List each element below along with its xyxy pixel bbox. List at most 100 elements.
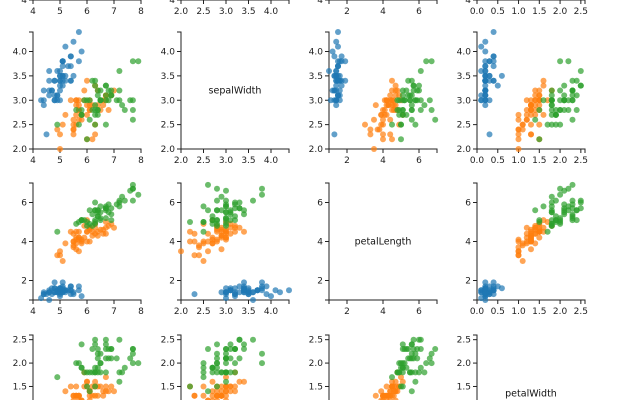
data-point-setosa: [342, 77, 349, 84]
data-point-versicolor: [218, 388, 225, 395]
data-point-versicolor: [383, 97, 390, 104]
x-tick: 2: [344, 0, 350, 17]
data-point-virginica: [399, 107, 406, 113]
data-point-virginica: [92, 107, 99, 113]
y-tick-label: 2.0: [309, 359, 324, 369]
data-point-versicolor: [532, 92, 539, 99]
data-point-versicolor: [75, 248, 82, 255]
x-tick: 0.0: [470, 0, 484, 17]
data-point-versicolor: [523, 224, 530, 231]
data-point-virginica: [536, 136, 543, 143]
data-point-virginica: [223, 360, 229, 367]
points: [372, 336, 439, 400]
data-point-versicolor: [196, 252, 202, 259]
x-tick: 1.5: [532, 0, 546, 17]
data-point-versicolor: [372, 392, 379, 399]
data-point-virginica: [227, 341, 234, 348]
data-point-virginica: [92, 82, 99, 89]
x-tick: 2.0: [174, 300, 188, 317]
data-point-versicolor: [84, 378, 90, 385]
data-point-virginica: [399, 97, 406, 104]
data-point-virginica: [129, 197, 136, 204]
x-tick: 5: [57, 0, 63, 17]
x-tick: 6: [84, 300, 90, 317]
x-axis: 2 4 6: [328, 148, 438, 166]
y-axis: 2 4 6: [317, 182, 330, 301]
data-point-virginica: [548, 209, 555, 216]
data-point-virginica: [81, 97, 88, 104]
data-point-versicolor: [200, 238, 207, 245]
data-point-virginica: [218, 369, 225, 376]
data-point-virginica: [116, 97, 123, 104]
x-tick: 2.0: [553, 149, 567, 166]
y-tick: 1.5: [161, 382, 181, 392]
data-point-setosa: [333, 68, 340, 74]
data-point-setosa: [482, 102, 489, 109]
data-point-virginica: [408, 102, 415, 109]
data-point-versicolor: [362, 121, 368, 128]
data-point-setosa: [333, 102, 340, 109]
data-point-virginica: [426, 355, 433, 362]
data-point-versicolor: [528, 107, 534, 113]
y-tick: 3.5: [309, 72, 329, 82]
data-point-setosa: [326, 68, 332, 74]
x-axis-line: [180, 148, 290, 153]
y-tick: 2: [21, 277, 33, 287]
data-point-setosa: [272, 287, 279, 294]
data-point-virginica: [569, 211, 576, 218]
y-axis: 0.51.01.52.02.5: [309, 334, 330, 400]
data-point-versicolor: [57, 252, 63, 259]
data-point-setosa: [57, 82, 63, 89]
x-axis: 4 5 6 7 8: [30, 0, 144, 17]
y-tick: 1.5: [457, 382, 477, 392]
data-point-versicolor: [515, 244, 522, 251]
data-point-virginica: [129, 116, 136, 123]
data-point-versicolor: [102, 374, 109, 381]
data-point-setosa: [478, 43, 485, 50]
data-point-versicolor: [97, 383, 104, 390]
data-point-setosa: [338, 53, 345, 60]
data-point-virginica: [557, 215, 564, 222]
y-tick-label: 4: [21, 0, 27, 6]
y-tick: 2.5: [13, 336, 33, 346]
data-point-virginica: [428, 350, 435, 357]
data-point-virginica: [408, 388, 415, 395]
data-point-setosa: [40, 97, 47, 104]
data-point-setosa: [482, 289, 489, 296]
data-point-versicolor: [102, 383, 109, 390]
cell-sepalLength-vs-sepalLength: 4567845678sepalLength: [21, 0, 144, 17]
y-tick-label: 6: [21, 199, 27, 209]
y-tick: 4: [169, 0, 181, 6]
data-point-virginica: [569, 77, 576, 84]
data-point-versicolor: [205, 397, 211, 400]
data-point-virginica: [86, 388, 93, 395]
data-point-versicolor: [209, 378, 216, 385]
data-point-setosa: [482, 68, 489, 74]
data-point-virginica: [200, 369, 207, 376]
data-point-versicolor: [62, 240, 69, 247]
data-point-virginica: [569, 92, 576, 99]
data-point-versicolor: [536, 121, 543, 128]
y-tick-label: 1.5: [457, 382, 471, 392]
x-axis: 2.0 2.5 3.0 3.5 4.0: [174, 0, 290, 17]
y-axis: 2.0 2.5 3.0 3.5 4.0: [457, 31, 478, 155]
x-tick-label: 5: [57, 7, 63, 17]
data-point-virginica: [73, 107, 80, 113]
y-tick: 3.0: [161, 96, 181, 106]
data-point-virginica: [548, 111, 555, 118]
data-point-virginica: [102, 92, 109, 99]
data-point-versicolor: [385, 102, 392, 109]
data-point-versicolor: [389, 136, 395, 143]
y-tick-label: 2.5: [161, 336, 175, 346]
points: [478, 181, 584, 303]
data-point-versicolor: [232, 222, 238, 229]
data-point-virginica: [557, 191, 564, 198]
cell-petalLength-vs-sepalLength: 2 4 6 4 5 6 7 8: [21, 181, 144, 317]
data-point-versicolor: [227, 388, 234, 395]
data-point-setosa: [490, 58, 497, 65]
data-point-virginica: [548, 102, 555, 109]
data-point-versicolor: [57, 146, 63, 152]
y-axis-line: [325, 334, 330, 400]
data-point-setosa: [338, 82, 345, 89]
